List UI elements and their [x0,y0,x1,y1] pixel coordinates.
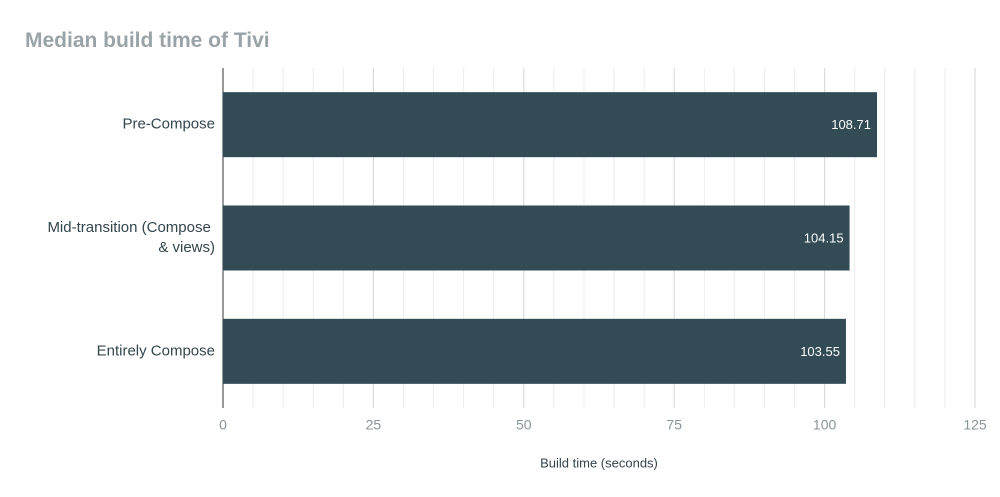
bar [223,318,846,384]
x-axis-label: Build time (seconds) [540,455,658,470]
chart-title: Median build time of Tivi [25,29,270,52]
data-label: 103.55 [800,344,840,359]
y-tick-label: Mid-transition (Compose & views) [47,219,215,256]
x-tick-label: 125 [963,417,987,433]
y-tick-label: Pre-Compose [122,116,215,133]
x-tick-label: 0 [219,417,227,433]
data-label: 104.15 [804,230,844,245]
x-tick-label: 50 [516,417,532,433]
x-tick-label: 25 [366,417,382,433]
x-tick-label: 100 [813,417,837,433]
x-tick-label: 75 [666,417,682,433]
bar [223,205,850,271]
data-label: 108.71 [831,117,871,132]
bar [223,92,877,158]
y-tick-label: Entirely Compose [97,342,215,359]
